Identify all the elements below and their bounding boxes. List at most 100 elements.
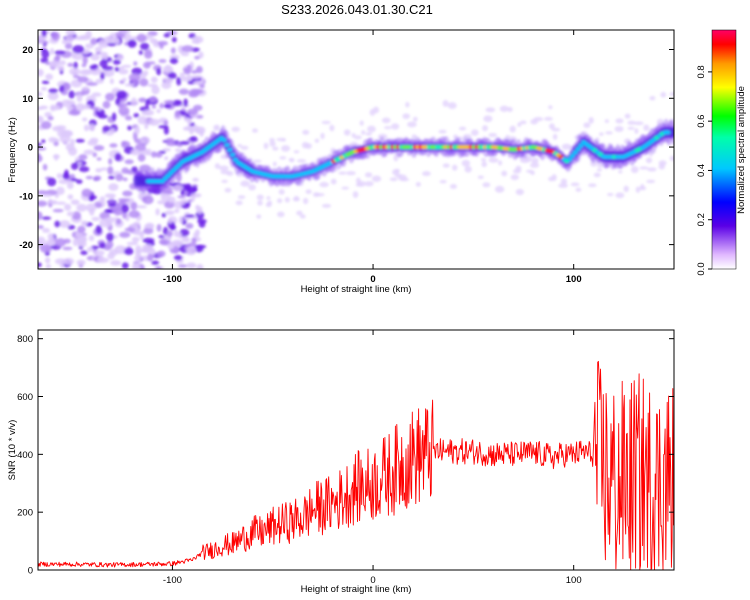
spectrogram-noise-blob [141,111,151,116]
spectrogram-noise-blob [147,83,158,88]
spectrogram-noise-blob [174,110,181,118]
spectrogram-noise-blob [106,240,114,249]
spectrogram-noise-blob [184,214,195,218]
spectrogram-noise-blob [65,30,76,36]
spectrogram-noise-blob [39,243,52,253]
spectrogram-noise-blob [110,128,116,134]
spectrogram-noise-blob [135,249,142,257]
spectrogram-ridge-core [176,162,182,167]
spectrogram-noise-blob [66,181,74,190]
spectrogram-noise-blob [649,96,656,101]
spectrogram-noise-blob [558,183,568,189]
spectrogram-noise-blob [507,106,513,113]
spectrogram-noise-blob [72,52,84,61]
spectrogram-noise-blob [173,255,183,261]
spectrogram-noise-blob [117,198,130,202]
spectrogram-noise-blob [281,145,291,152]
spectrogram-noise-blob [80,250,88,256]
snr-ticks: -100 0 100 0 200 400 600 800 [17,330,674,586]
spectrogram-noise-blob [38,91,43,97]
spectrogram-noise-blob [181,204,190,209]
spectrogram-noise-blob [56,125,67,130]
snr-xtick-label: -100 [163,575,182,586]
spectrogram-noise-blob [138,72,147,79]
spectrogram-noise-blob [143,49,153,59]
spectrogram-noise-blob [141,255,149,262]
colorbar-tick-label: 0.2 [696,213,707,226]
spectrogram-noise-blob [136,33,147,43]
spectrogram-noise-blob [510,174,520,181]
spectrogram-noise-blob [266,196,271,200]
spectrogram-noise-blob [464,165,472,173]
spectrogram-noise-blob [182,237,191,243]
spectrogram-noise-blob [102,100,111,109]
spectrogram-noise-blob [315,192,325,197]
spectrogram-noise-blob [292,197,300,202]
spectrogram-noise-blob [364,172,373,178]
spectrogram-noise-blob [461,159,471,167]
spectrogram-noise-blob [352,191,359,199]
spectrogram-noise-blob [192,177,199,182]
spectrogram-noise-blob [82,220,88,226]
spectrogram-noise-blob [276,137,286,142]
snr-xlabel: Height of straight line (km) [301,584,412,595]
spectrogram-noise-blob [62,246,73,251]
spectrogram-noise-blob [551,127,561,132]
spectrogram-noise-blob [267,200,273,206]
spectrogram-noise-blob [47,116,54,121]
spectrogram-noise-blob [156,250,166,258]
spectrogram-noise-blob [136,205,148,209]
spectrogram-noise-blob [58,179,69,185]
spectrogram-noise-blob [51,31,60,41]
spectrogram-xtick-label: 100 [566,274,582,285]
spectrogram-noise-blob [482,125,488,132]
spectrogram-noise-blob [176,232,182,238]
spectrogram-noise-blob [240,180,250,187]
snr-panel: -100 0 100 0 200 400 600 800 Height of straight… [7,329,675,595]
spectrogram-noise-blob [256,214,262,219]
spectrogram-noise-blob [530,170,535,175]
spectrogram-noise-blob [133,113,140,118]
spectrogram-noise-blob [122,190,133,197]
spectrogram-noise-blob [302,129,310,135]
spectrogram-noise-blob [174,208,180,214]
spectrogram-noise-blob [402,113,411,120]
spectrogram-noise-blob [296,210,303,216]
spectrogram-noise-blob [49,47,55,55]
spectrogram-noise-blob [114,152,122,161]
spectrogram-noise-blob [93,145,105,151]
colorbar-tick-label: 0.4 [696,164,707,177]
spectrogram-noise-blob [179,141,190,145]
snr-ytick-label: 400 [17,450,33,461]
colorbar-tick-label: 0.6 [696,115,707,128]
spectrogram-noise-blob [341,186,350,190]
colorbar-ticks: 0.0 0.2 0.4 0.6 0.8 [696,65,712,276]
spectrogram-noise-blob [359,120,364,126]
spectrogram-noise-blob [198,51,204,59]
spectrogram-noise-blob [588,183,597,188]
spectrogram-noise-blob [256,194,264,201]
spectrogram-noise-blob [54,50,66,55]
spectrogram-ridge-core [224,142,230,147]
spectrogram-noise-blob [353,135,362,140]
spectrogram-noise-blob [128,73,141,83]
spectrogram-noise-blob [175,148,182,152]
spectrogram-noise-blob [86,82,98,86]
spectrogram-noise-blob [155,151,163,158]
spectrogram-noise-blob [224,187,232,193]
spectrogram-noise-blob [164,156,169,161]
spectrogram-noise-blob [178,216,184,224]
spectrogram-noise-blob [119,231,131,238]
spectrogram-noise-blob [163,100,176,104]
spectrogram-noise-blob [183,98,188,107]
spectrogram-noise-blob [115,98,121,106]
spectrogram-noise-blob [114,245,127,255]
spectrogram-noise-blob [95,51,102,55]
spectrogram-noise-blob [343,129,351,136]
spectrogram-noise-blob [82,55,88,65]
spectrogram-noise-blob [645,157,653,164]
spectrogram-noise-blob [142,195,154,205]
spectrogram-ridge-core [168,171,174,176]
spectrogram-noise-blob [422,171,431,177]
spectrogram-noise-blob [320,132,325,140]
